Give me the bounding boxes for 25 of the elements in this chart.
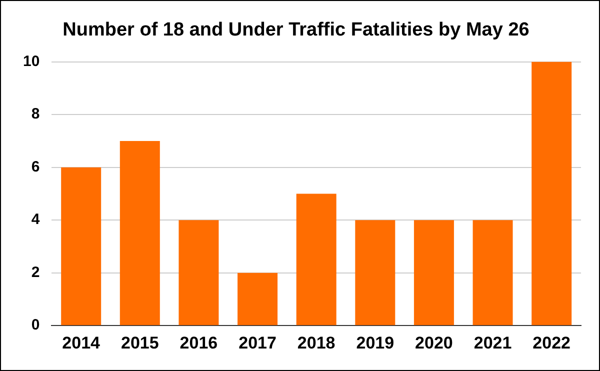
bar [120,140,160,326]
bar [238,272,278,326]
x-tick-label: 2019 [356,333,394,352]
bar [296,194,336,326]
y-tick-label: 10 [22,52,40,70]
bar [355,220,396,326]
bar [414,220,454,326]
x-tick-label: 2020 [415,333,453,352]
x-tick-label: 2016 [180,333,218,352]
x-tick-label: 2015 [120,333,159,352]
x-tick-label: 2021 [474,333,512,352]
bar [61,167,102,326]
bar [532,62,572,326]
y-tick-label: 6 [31,158,40,176]
x-tick-label: 2018 [297,333,336,352]
x-tick-label: 2017 [238,333,276,352]
bar [472,220,513,326]
y-tick-label: 4 [31,211,40,228]
bar [178,220,219,326]
y-tick-label: 8 [31,106,40,123]
chart-title: Number of 18 and Under Traffic Fatalities by May 26 [62,20,530,41]
x-tick-label: 2014 [62,333,101,352]
y-tick-label: 2 [31,264,40,281]
y-tick-label: 0 [31,316,40,334]
x-tick-label: 2022 [532,333,571,352]
